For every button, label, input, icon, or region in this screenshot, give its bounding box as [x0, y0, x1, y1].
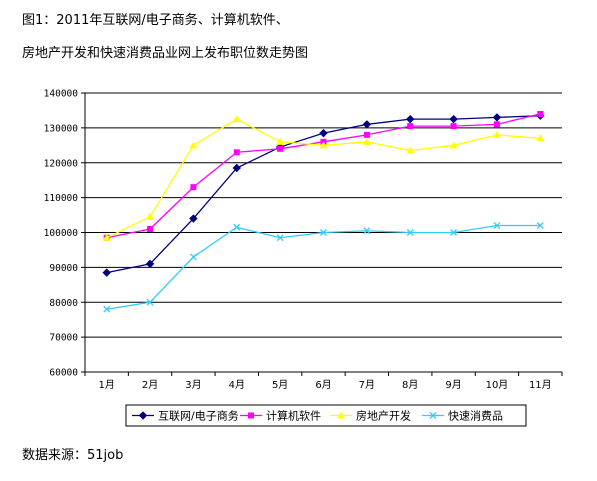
data-point-triangle	[319, 141, 328, 149]
data-point-x-stroke	[103, 305, 111, 313]
y-tick-label: 90000	[49, 263, 78, 274]
x-tick-label: 11月	[529, 379, 552, 391]
data-point-x-stroke	[146, 298, 154, 306]
data-point-square	[407, 123, 414, 130]
data-point-triangle	[232, 115, 241, 123]
data-point-triangle	[362, 137, 371, 145]
data-point-x-stroke	[406, 229, 414, 236]
data-point-diamond	[492, 113, 502, 122]
data-point-x	[450, 229, 458, 236]
data-point-x-stroke	[450, 229, 458, 236]
data-point-square	[363, 131, 370, 138]
y-tick-label: 130000	[44, 123, 79, 134]
data-point-x-stroke	[189, 253, 197, 261]
data-point-square	[147, 226, 154, 233]
data-point-square	[233, 149, 240, 156]
data-point-triangle	[449, 141, 458, 149]
y-axis-tick-labels: 60000 70000 80000 90000 100000 110000 120000 13…	[44, 89, 79, 379]
data-point-x	[146, 298, 154, 306]
data-point-x	[320, 229, 327, 236]
y-tick-label: 80000	[49, 298, 78, 309]
y-tick-label: 120000	[44, 158, 79, 169]
data-point-x-stroke	[276, 234, 284, 242]
legend-label-fmcg: 快速消费品	[448, 409, 503, 423]
data-point-diamond	[406, 114, 415, 124]
data-point-x	[276, 234, 284, 242]
data-point-triangle	[492, 130, 501, 138]
data-point-square	[537, 110, 544, 117]
y-tick-label: 100000	[44, 228, 79, 239]
data-point-triangle	[337, 411, 345, 419]
chart-title-line-1: 图1：2011年互联网/电子商务、计算机软件、	[22, 13, 289, 28]
y-tick-label: 140000	[44, 89, 79, 100]
data-point-triangle	[536, 134, 545, 142]
series-lines	[102, 110, 545, 313]
data-point-diamond	[232, 163, 241, 173]
data-point-diamond	[102, 268, 111, 277]
x-axis-tick-labels: 1月 2月 3月 4月 5月 6月 7月 8月 9月 10月 11月	[98, 379, 551, 391]
data-point-x-stroke	[493, 222, 501, 229]
series-internet	[102, 111, 545, 277]
x-tick-label: 5月	[272, 379, 288, 391]
data-point-x-stroke	[320, 229, 327, 236]
data-point-x	[536, 222, 544, 229]
data-point-x-stroke	[233, 223, 241, 231]
series-realestate	[102, 115, 545, 241]
x-tick-label: 3月	[185, 379, 201, 391]
x-tick-label: 4月	[229, 379, 245, 391]
x-tick-label: 9月	[445, 379, 461, 391]
data-point-diamond	[362, 120, 372, 129]
data-source-note: 数据来源：51job	[22, 448, 124, 463]
data-point-triangle	[276, 137, 285, 145]
axes	[81, 92, 563, 376]
data-point-triangle	[146, 212, 155, 220]
x-tick-label: 8月	[402, 379, 418, 391]
x-tick-label: 10月	[486, 379, 509, 391]
y-tick-label: 60000	[49, 368, 78, 379]
data-point-x	[406, 229, 414, 236]
legend-box	[125, 404, 527, 427]
data-point-x	[233, 223, 241, 231]
data-point-square	[277, 145, 284, 152]
data-point-triangle	[102, 233, 111, 241]
data-point-diamond	[449, 114, 458, 124]
x-tick-label: 1月	[98, 379, 114, 391]
x-tick-label: 7月	[359, 379, 375, 391]
y-tick-label: 110000	[44, 193, 79, 204]
x-tick-label: 6月	[315, 379, 331, 391]
data-point-x	[429, 412, 437, 419]
data-point-x	[189, 253, 197, 261]
data-point-x-stroke	[536, 222, 544, 229]
data-point-diamond	[145, 259, 155, 269]
y-tick-label: 70000	[49, 333, 78, 344]
data-point-x-stroke	[363, 227, 371, 235]
series-fmcg	[103, 222, 544, 313]
x-tick-label: 2月	[142, 379, 158, 391]
data-point-square	[493, 121, 500, 128]
data-point-square	[450, 123, 457, 130]
data-point-x-stroke	[429, 412, 437, 419]
legend-label-internet: 互联网/电子商务	[158, 409, 239, 423]
data-point-triangle	[406, 146, 415, 154]
legend-label-realestate: 房地产开发	[356, 409, 411, 423]
data-point-diamond	[138, 411, 148, 420]
data-point-square	[248, 412, 254, 419]
data-point-triangle	[189, 141, 198, 149]
data-point-x	[493, 222, 501, 229]
data-point-x	[103, 305, 111, 313]
legend: 互联网/电子商务 计算机软件 房地产开发 快速消费品	[125, 404, 527, 427]
chart-title-line-2: 房地产开发和快速消费品业网上发布职位数走势图	[22, 46, 309, 61]
legend-label-software: 计算机软件	[266, 409, 321, 423]
data-point-diamond	[319, 128, 328, 138]
data-point-square	[190, 184, 197, 191]
grid-lines	[85, 92, 562, 338]
data-point-diamond	[189, 214, 198, 223]
data-point-x	[363, 227, 371, 235]
